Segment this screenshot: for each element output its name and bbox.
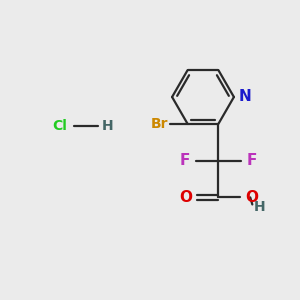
- Text: Cl: Cl: [53, 119, 68, 134]
- Text: H: H: [254, 200, 266, 214]
- Text: H: H: [101, 119, 113, 134]
- Text: F: F: [180, 153, 190, 168]
- Text: N: N: [238, 89, 251, 104]
- Text: Br: Br: [151, 117, 168, 131]
- Text: F: F: [246, 153, 257, 168]
- Text: O: O: [179, 190, 192, 205]
- Text: O: O: [245, 190, 258, 205]
